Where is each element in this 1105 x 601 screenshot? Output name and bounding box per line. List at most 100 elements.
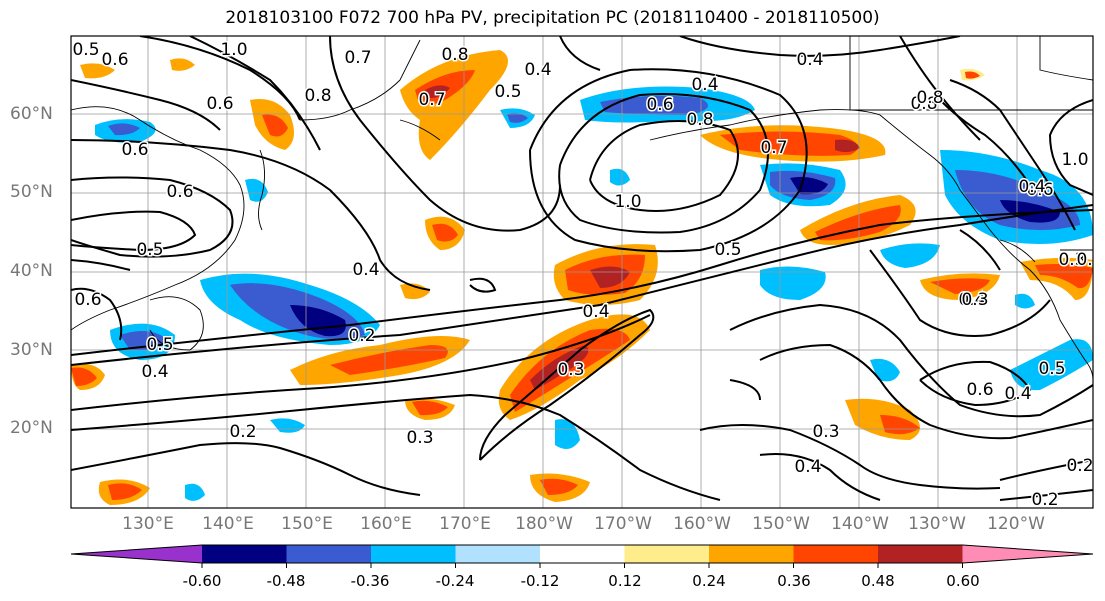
contour-label: 0.4 bbox=[524, 60, 551, 80]
shade-pos bbox=[425, 85, 450, 98]
shade-pos bbox=[835, 139, 860, 153]
shade-pos bbox=[412, 400, 448, 416]
contour-label: 0.8 bbox=[304, 86, 331, 106]
colorbar-bin bbox=[202, 545, 287, 563]
shade-neg bbox=[1010, 339, 1093, 391]
coastlines bbox=[71, 36, 1093, 381]
contour-label: 0.7 bbox=[344, 48, 371, 68]
colorbar bbox=[70, 544, 1094, 568]
shade-neg bbox=[270, 418, 305, 433]
lon-label-160w: 160°W bbox=[673, 514, 731, 534]
contour-label: 0.6 bbox=[101, 50, 128, 70]
cb-tick: 0.12 bbox=[608, 572, 642, 590]
contour-label: 0.6 bbox=[206, 94, 233, 114]
shade-pos bbox=[930, 278, 990, 294]
contour-label: 0.3 bbox=[557, 360, 584, 380]
shade-pos bbox=[71, 367, 97, 386]
colorbar-bin bbox=[455, 545, 540, 563]
shade-pos bbox=[510, 328, 630, 412]
shade-neg bbox=[1015, 293, 1035, 309]
contour-label: 0.4 bbox=[352, 260, 379, 280]
shade-pos bbox=[400, 283, 430, 300]
colorbar-bin bbox=[624, 545, 709, 563]
contour-label: 0.6 bbox=[966, 380, 993, 400]
cb-tick: 0.36 bbox=[777, 572, 811, 590]
contour-label: 0.4 bbox=[141, 362, 168, 382]
contour-label: 0.4 bbox=[1004, 384, 1031, 404]
contour-label-group: 0.5 0.6 1.00.60.70.80.60.80.70.40.5 0.40.60… bbox=[71, 39, 1103, 510]
shade-pos bbox=[80, 63, 115, 79]
contour-label: 0.8 bbox=[916, 88, 943, 108]
shade-neg bbox=[185, 483, 205, 501]
lon-label-170w: 170°W bbox=[594, 514, 652, 534]
shade-neg bbox=[555, 419, 580, 449]
colorbar-bin bbox=[709, 545, 794, 563]
contour-label: 1.0 bbox=[220, 40, 247, 60]
contour-label: 0.6 bbox=[646, 95, 673, 115]
contour-label: 0.5 bbox=[714, 240, 741, 260]
shade-pos bbox=[815, 205, 901, 241]
contour-label: 0.2 bbox=[1031, 490, 1058, 510]
colorbar-bin bbox=[878, 545, 963, 563]
lat-label-20n: 20°N bbox=[10, 418, 53, 438]
lon-label-130w: 130°W bbox=[908, 514, 966, 534]
contour-label: 0.3 bbox=[812, 422, 839, 442]
shade-neg bbox=[880, 243, 940, 268]
colorbar-bin bbox=[286, 545, 371, 563]
plot-frame bbox=[70, 35, 1094, 509]
shade-neg bbox=[600, 95, 708, 115]
contour-label: 0.6 bbox=[74, 290, 101, 310]
colorbar-bin bbox=[540, 545, 625, 563]
shade-pos bbox=[400, 50, 508, 160]
shade-pos bbox=[432, 223, 458, 242]
map-title: 2018103100 F072 700 hPa PV, precipitatio… bbox=[225, 8, 880, 28]
precip-shading bbox=[71, 50, 1093, 505]
contour-label: 0.2 bbox=[1066, 456, 1093, 476]
colorbar-extend-max bbox=[962, 545, 1093, 563]
lon-label-150w: 150°W bbox=[752, 514, 810, 534]
cb-tick: -0.36 bbox=[350, 572, 390, 590]
contour-label: 0.3 bbox=[406, 428, 433, 448]
contour-label: 0.5 bbox=[494, 82, 521, 102]
lon-label-120w: 120°W bbox=[987, 514, 1045, 534]
shade-neg bbox=[1000, 200, 1060, 223]
lon-label-150e: 150°E bbox=[281, 514, 333, 534]
lon-label-140w: 140°W bbox=[831, 514, 889, 534]
contour-label: 0.2 bbox=[229, 422, 256, 442]
lat-label-50n: 50°N bbox=[10, 182, 53, 202]
cb-tick: 0.24 bbox=[692, 572, 726, 590]
contour-label: 0.4 bbox=[1018, 177, 1045, 197]
shade-pos bbox=[262, 114, 288, 137]
lat-label-30n: 30°N bbox=[10, 340, 53, 360]
colorbar-extend-min-fill bbox=[71, 545, 202, 563]
contour-label: 0.6 bbox=[1026, 180, 1053, 200]
pv-contours bbox=[71, 36, 1093, 501]
lon-label-170e: 170°E bbox=[439, 514, 491, 534]
contour-label: 0.7 bbox=[760, 138, 787, 158]
shade-pos bbox=[540, 478, 578, 495]
contour-label: 0.2 bbox=[1076, 250, 1103, 270]
contour-label: 0.4 bbox=[796, 50, 823, 70]
shade-neg bbox=[760, 266, 826, 300]
contour-label: 0.8 bbox=[910, 94, 937, 114]
shade-pos bbox=[720, 131, 858, 156]
shade-pos bbox=[1035, 264, 1093, 289]
shade-pos bbox=[108, 483, 142, 500]
shade-neg bbox=[290, 305, 346, 337]
shade-neg bbox=[870, 358, 900, 382]
contour-label: 0.5 bbox=[146, 335, 173, 355]
lon-label-130e: 130°E bbox=[122, 514, 174, 534]
contour-label: 0.7 bbox=[418, 90, 445, 110]
contour-label: 0.6 bbox=[121, 140, 148, 160]
contour-label: 1.0 bbox=[614, 192, 641, 212]
contour-label: 0.4 bbox=[582, 302, 609, 322]
shade-pos bbox=[330, 345, 448, 375]
shade-neg bbox=[245, 178, 268, 202]
contour-label: 0.8 bbox=[441, 45, 468, 65]
cb-tick: 0.60 bbox=[946, 572, 980, 590]
cb-tick: -0.60 bbox=[182, 572, 222, 590]
contour-label: 0.5 bbox=[1038, 359, 1065, 379]
cb-tick: -0.24 bbox=[435, 572, 475, 590]
lon-label-140e: 140°E bbox=[202, 514, 254, 534]
contour-label: 0.8 bbox=[686, 110, 713, 130]
